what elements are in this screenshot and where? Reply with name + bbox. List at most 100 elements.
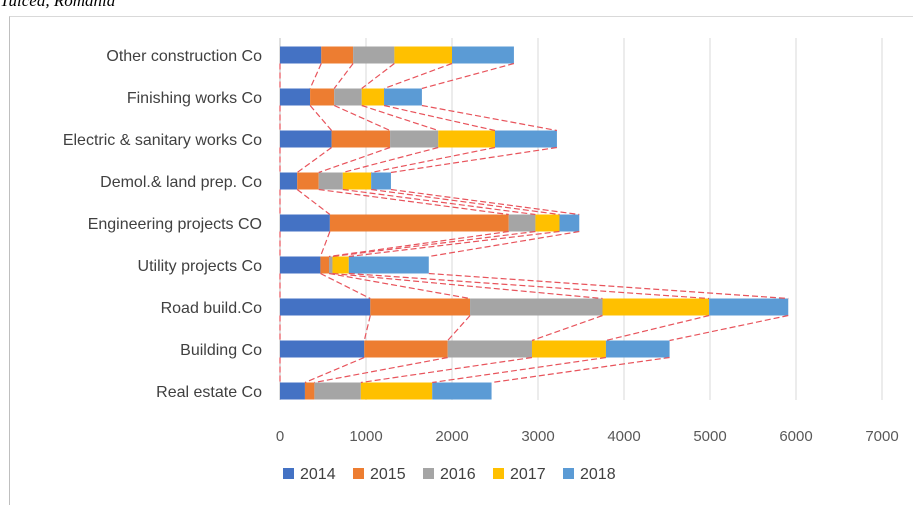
bar-segment <box>329 214 509 232</box>
x-tick-label: 5000 <box>693 428 726 445</box>
legend-label: 2014 <box>300 466 336 483</box>
bar-segment <box>280 46 322 64</box>
bars <box>280 46 789 400</box>
series-line <box>361 104 439 132</box>
category-label: Engineering projects CO <box>88 216 262 233</box>
bar-segment <box>280 214 330 232</box>
bar-segment <box>320 256 330 274</box>
series-line <box>432 356 607 384</box>
bar-segment <box>280 130 332 148</box>
series-line <box>363 315 371 341</box>
bar-segment <box>280 172 298 190</box>
bar-segment <box>394 46 452 64</box>
series-line <box>348 230 560 258</box>
legend-swatch <box>283 468 294 479</box>
series-line <box>333 63 354 89</box>
bar-segment <box>432 382 492 400</box>
bar-segment <box>280 88 311 106</box>
x-tick-label: 0 <box>276 428 284 445</box>
bar-segment <box>384 88 422 106</box>
bar-segment <box>605 340 670 358</box>
series-line <box>296 147 332 173</box>
bar-segment <box>310 88 335 106</box>
bar-segment <box>495 130 557 148</box>
bar-segment <box>280 340 365 358</box>
bar-segment <box>535 214 560 232</box>
category-labels: Other construction Co Finishing works Co E… <box>63 48 262 401</box>
bar-segment <box>371 172 391 190</box>
series-line <box>390 188 580 216</box>
series-line <box>383 62 453 90</box>
series-line <box>332 230 536 258</box>
series-line <box>333 104 391 132</box>
series-line <box>361 63 395 89</box>
x-tick-label: 7000 <box>865 428 898 445</box>
category-label: Utility projects Co <box>138 258 263 275</box>
bar-segment <box>314 382 361 400</box>
series-line <box>390 146 558 174</box>
legend-swatch <box>493 468 504 479</box>
category-label: Real estate Co <box>156 384 262 401</box>
series-line <box>428 272 789 300</box>
bar-segment <box>559 214 580 232</box>
series-line <box>328 272 471 300</box>
legend: 2014 2015 2016 2017 2018 <box>283 466 616 483</box>
bar-segment <box>447 340 532 358</box>
bar-segment <box>364 340 448 358</box>
category-label: Demol.& land prep. Co <box>100 174 262 191</box>
legend-label: 2017 <box>510 466 546 483</box>
series-line <box>314 356 448 384</box>
legend-swatch <box>563 468 574 479</box>
series-line <box>371 146 496 174</box>
category-label: Road build.Co <box>161 300 263 317</box>
series-line <box>447 315 471 341</box>
bar-segment <box>321 46 354 64</box>
bar-segment <box>452 46 514 64</box>
series-line <box>319 231 331 257</box>
series-line <box>428 230 580 258</box>
bar-segment <box>318 172 343 190</box>
category-label: Building Co <box>180 342 262 359</box>
bar-segment <box>329 256 333 274</box>
x-tick-label: 1000 <box>349 428 382 445</box>
x-tick-label: 4000 <box>607 428 640 445</box>
legend-label: 2016 <box>440 466 476 483</box>
bar-segment <box>531 340 606 358</box>
bar-segment <box>304 382 315 400</box>
bar-segment <box>280 298 371 316</box>
legend-swatch <box>353 468 364 479</box>
series-line <box>342 146 439 174</box>
bar-segment <box>470 298 603 316</box>
bar-segment <box>361 88 385 106</box>
chart-frame <box>9 16 913 505</box>
category-label: Electric & sanitary works Co <box>63 132 262 149</box>
series-line <box>491 356 670 384</box>
bar-segment <box>390 130 439 148</box>
series-line <box>360 356 533 384</box>
bar-segment <box>508 214 536 232</box>
bar-segment <box>370 298 471 316</box>
bar-segment <box>602 298 710 316</box>
bar-segment <box>331 130 391 148</box>
legend-label: 2015 <box>370 466 406 483</box>
x-tick-label: 2000 <box>435 428 468 445</box>
bar-segment <box>280 256 321 274</box>
bar-segment <box>280 382 305 400</box>
bar-segment <box>438 130 495 148</box>
series-line <box>531 314 603 342</box>
series-line <box>296 189 331 215</box>
series-line <box>309 63 322 89</box>
series-line <box>328 230 509 258</box>
series-line <box>669 314 789 342</box>
bar-segment <box>353 46 395 64</box>
category-label: Other construction Co <box>106 48 262 65</box>
series-line <box>318 146 391 174</box>
series-line <box>605 314 710 342</box>
series-line <box>421 104 558 132</box>
bar-segment <box>332 256 349 274</box>
series-line <box>348 272 710 300</box>
series-line <box>383 104 496 132</box>
legend-swatch <box>423 468 434 479</box>
page-caption: Tulcea, Romania <box>0 0 116 10</box>
x-axis-ticks: 0 1000 2000 3000 4000 5000 6000 7000 <box>276 428 899 445</box>
